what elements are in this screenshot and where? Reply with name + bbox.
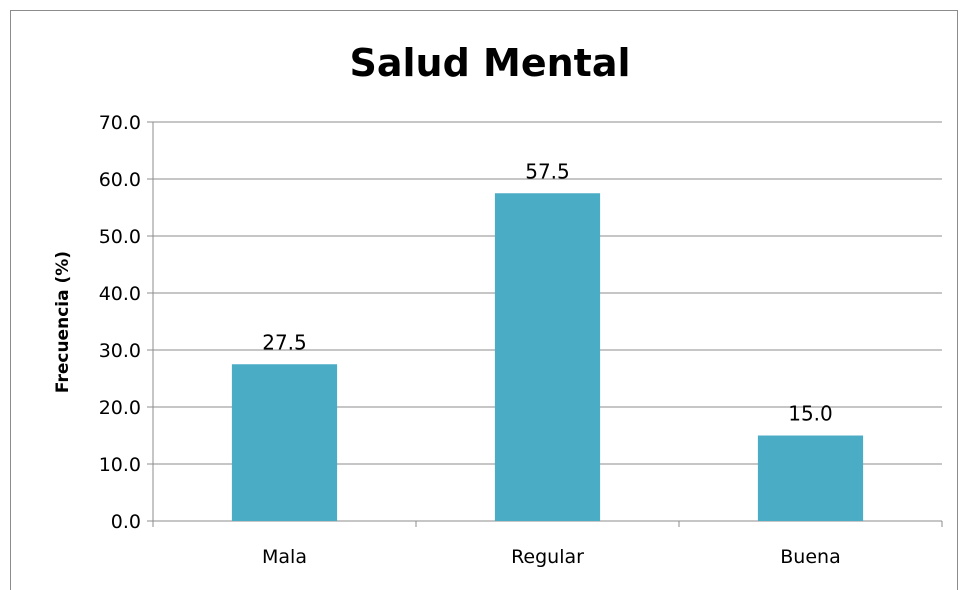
y-axis-label: Frecuencia (%) <box>53 251 73 393</box>
y-tick-label: 40.0 <box>99 283 141 305</box>
data-label-regular: 57.5 <box>525 159 570 183</box>
y-tick-label: 10.0 <box>99 454 141 476</box>
bar-buena <box>757 435 864 521</box>
bar-mala <box>231 364 338 521</box>
y-tick-label: 60.0 <box>99 169 141 191</box>
data-labels: 27.5 57.5 15.0 <box>262 159 833 425</box>
y-tick-label: 70.0 <box>99 112 141 134</box>
category-label-buena: Buena <box>780 546 840 568</box>
data-label-buena: 15.0 <box>788 402 833 426</box>
y-tick-label: 30.0 <box>99 340 141 362</box>
category-labels: Mala Regular Buena <box>262 546 841 568</box>
chart-title: Salud Mental <box>350 41 631 85</box>
bars <box>231 193 864 521</box>
y-tick-label: 0.0 <box>111 511 141 533</box>
y-tick-labels: 0.0 10.0 20.0 30.0 40.0 50.0 60.0 70.0 <box>99 112 141 533</box>
category-label-mala: Mala <box>262 546 307 568</box>
y-tick-label: 50.0 <box>99 226 141 248</box>
bar-regular <box>494 193 601 521</box>
category-label-regular: Regular <box>511 546 584 568</box>
y-tick-label: 20.0 <box>99 397 141 419</box>
data-label-mala: 27.5 <box>262 330 307 354</box>
